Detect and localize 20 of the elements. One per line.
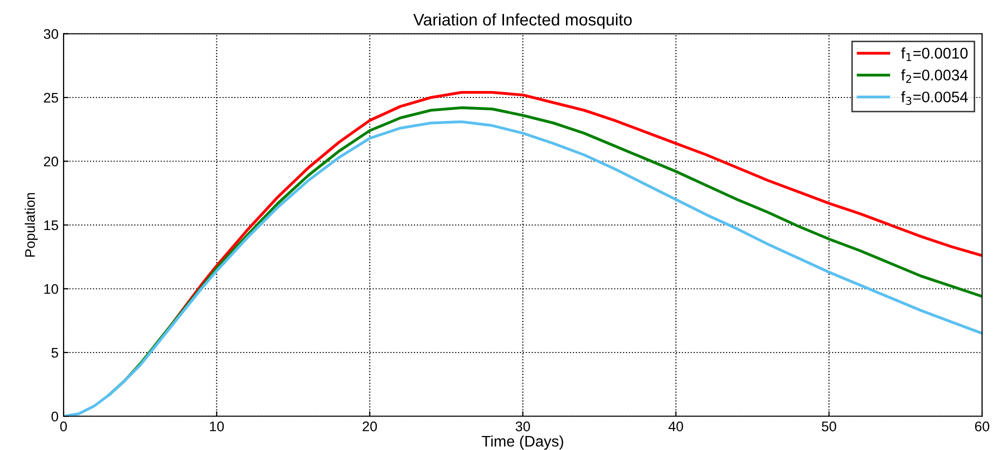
x-tick-label: 50	[822, 421, 836, 432]
legend-label: f$_{2}$=0.0034	[901, 69, 968, 83]
legend-label: f$_{3}$=0.0054	[901, 91, 968, 105]
y-tick-label: 25	[44, 92, 58, 103]
y-tick-label: 30	[44, 29, 58, 39]
y-tick-label: 0	[52, 412, 58, 422]
chart-title: Variation of Infected mosquito	[413, 13, 632, 29]
y-tick-label: 15	[44, 220, 58, 230]
y-tick-label: 5	[52, 348, 58, 358]
x-tick-label: 0	[60, 421, 67, 432]
y-tick-label: 10	[44, 284, 58, 294]
x-tick-label: 40	[668, 421, 684, 432]
x-tick-label: 20	[362, 421, 377, 432]
x-tick-label: 30	[516, 421, 530, 432]
x-axis-title: Time (Days)	[482, 435, 564, 450]
y-axis-title: Population	[24, 193, 38, 257]
y-tick-label: 20	[44, 156, 58, 166]
x-tick-label: 60	[975, 421, 990, 432]
x-tick-label: 10	[210, 421, 224, 432]
legend-label: f$_{1}$=0.0010	[901, 47, 968, 61]
